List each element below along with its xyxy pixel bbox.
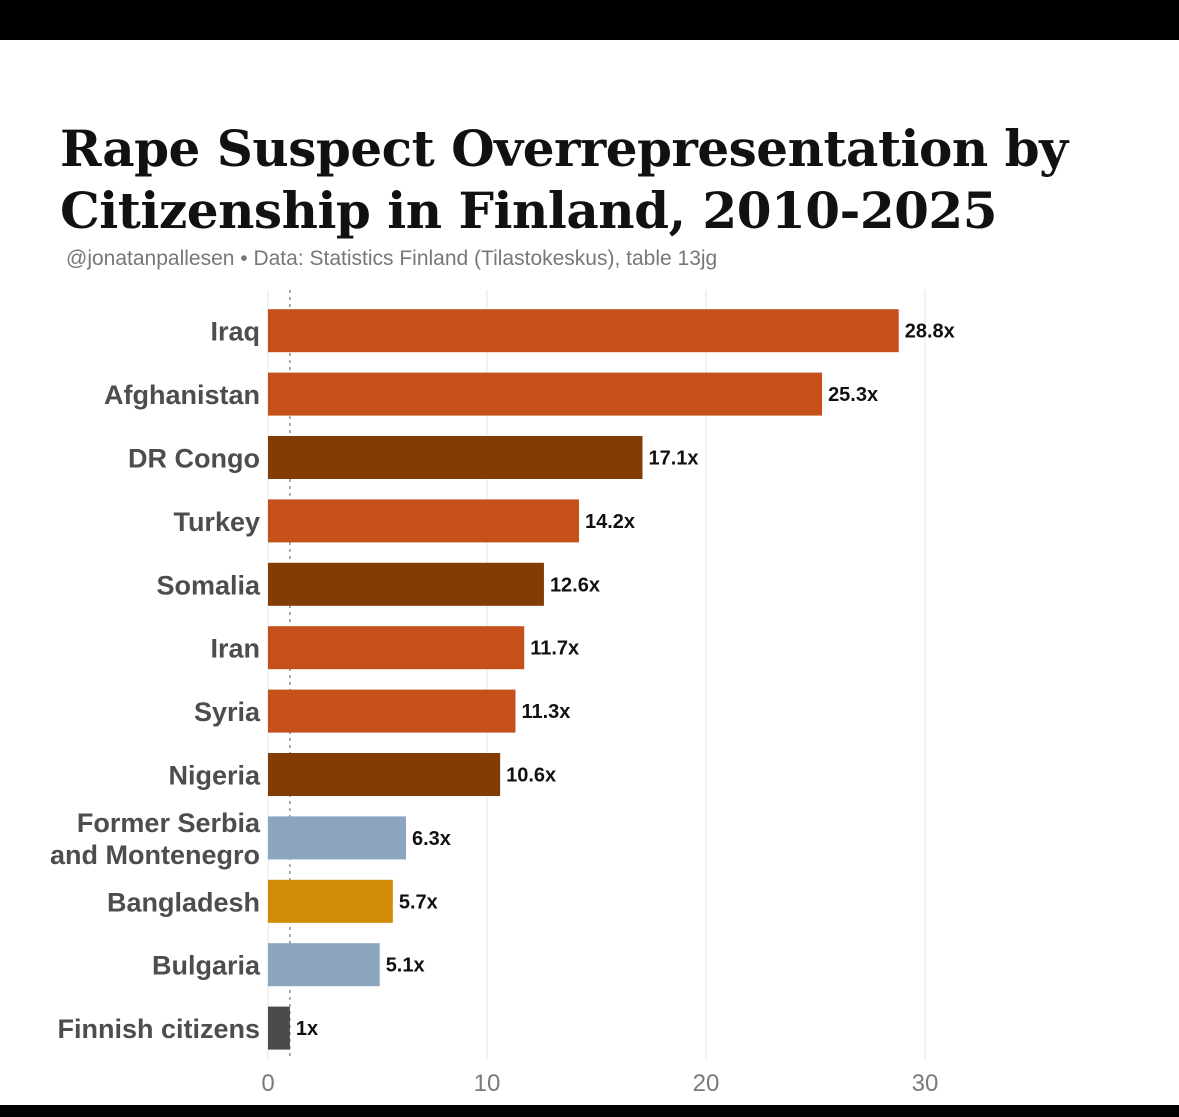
top-black-bar: [0, 0, 1179, 40]
x-tick-label: 30: [912, 1070, 939, 1097]
category-label: Afghanistan: [104, 380, 260, 410]
bar: [268, 753, 501, 796]
value-label: 5.7x: [399, 891, 438, 913]
category-label: Iran: [210, 634, 260, 664]
value-label: 5.1x: [386, 955, 425, 977]
bar: [268, 816, 406, 860]
bar: [268, 372, 823, 416]
bar: [268, 499, 579, 543]
bar: [268, 943, 380, 987]
value-label: 14.2x: [585, 511, 635, 533]
category-label: Bulgaria: [152, 951, 261, 981]
chart-subtitle: @jonatanpallesen • Data: Statistics Finl…: [66, 247, 718, 270]
value-label: 11.3x: [521, 701, 570, 723]
category-label: Finnish citizens: [57, 1014, 260, 1044]
value-label: 6.3x: [412, 828, 451, 850]
category-label: DR Congo: [128, 444, 260, 474]
bar: [268, 562, 544, 606]
category-label: Somalia: [156, 570, 261, 600]
category-label-line: Former Serbia: [77, 808, 261, 838]
x-tick-label: 0: [261, 1070, 274, 1097]
x-tick-label: 10: [474, 1070, 501, 1097]
bar: [268, 1006, 290, 1050]
category-label: Iraq: [210, 317, 260, 347]
bar: [268, 689, 516, 733]
category-label: Turkey: [173, 507, 260, 537]
value-label: 12.6x: [550, 574, 600, 596]
value-label: 17.1x: [648, 448, 698, 470]
category-label: Bangladesh: [107, 887, 260, 917]
value-label: 1x: [296, 1018, 318, 1040]
category-label-line: and Montenegro: [50, 840, 260, 870]
chart-title: Rape Suspect Overrepresentation by Citiz…: [60, 119, 1068, 240]
bottom-black-bar: [0, 1105, 1179, 1117]
bar: [268, 879, 393, 923]
bar: [268, 436, 643, 479]
bar: [268, 309, 899, 353]
value-label: 28.8x: [905, 321, 955, 343]
bar: [268, 626, 525, 670]
x-tick-label: 20: [693, 1070, 720, 1097]
category-label: Former Serbia and Montenegro: [50, 808, 261, 870]
bar-chart: 0 10 20 30 28.8x Iraq 25.3x Afghanistan 17.1x DR …: [50, 290, 955, 1097]
value-label: 11.7x: [530, 638, 579, 660]
value-label: 25.3x: [828, 384, 878, 406]
category-label: Nigeria: [168, 761, 261, 791]
category-label: Syria: [194, 697, 261, 727]
value-label: 10.6x: [506, 765, 556, 787]
